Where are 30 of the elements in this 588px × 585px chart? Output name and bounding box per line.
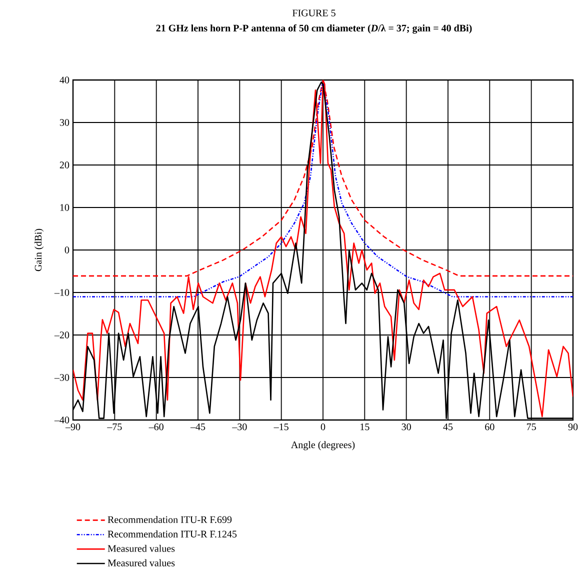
x-tick-label: –60 <box>148 424 164 430</box>
chart-subtitle: 21 GHz lens horn P-P antenna of 50 cm diameter (D/λ = 37; gain = 40 dBi) <box>156 24 472 34</box>
x-tick-label: 90 <box>568 424 578 430</box>
y-tick-label: 0 <box>64 246 70 254</box>
y-tick-label: –40 <box>54 416 70 424</box>
legend-label: Measured values <box>108 559 175 566</box>
y-tick-label: 40 <box>60 76 70 84</box>
x-tick-label: 45 <box>443 424 453 430</box>
x-tick-label: –30 <box>232 424 247 430</box>
x-tick-label: –75 <box>107 424 122 430</box>
y-tick-label: –30 <box>54 374 70 381</box>
x-tick-label: 0 <box>320 424 326 430</box>
x-axis-title: Angle (degrees) <box>291 441 355 450</box>
y-tick-label: 30 <box>60 119 70 126</box>
y-axis-title: Gain (dBi) <box>34 228 44 272</box>
y-tick-label: 10 <box>60 204 70 211</box>
legend-label: Recommendation ITU-R F.699 <box>108 516 232 524</box>
x-tick-label: 30 <box>402 424 411 430</box>
y-tick-label: 20 <box>60 162 70 168</box>
legend-label: Recommendation ITU-R F.1245 <box>108 530 237 538</box>
x-tick-label: –15 <box>274 424 288 430</box>
legend-label: Measured values <box>108 544 175 552</box>
x-tick-label: –90 <box>65 424 80 430</box>
x-tick-label: –45 <box>190 424 206 430</box>
y-tick-label: –20 <box>54 332 70 338</box>
x-tick-label: 15 <box>360 424 370 430</box>
y-tick-label: –10 <box>54 289 70 296</box>
x-tick-label: 60 <box>485 424 494 430</box>
x-tick-label: 75 <box>526 424 536 430</box>
chart-title: FIGURE 5 <box>292 10 336 16</box>
